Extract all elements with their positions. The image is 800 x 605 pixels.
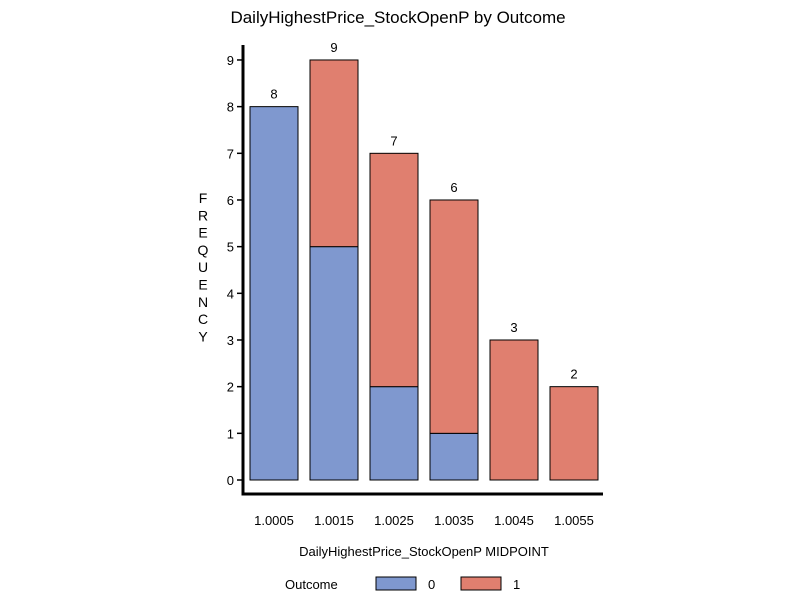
bar-segment-outcome-1 xyxy=(489,339,539,481)
y-axis-label-letter: N xyxy=(198,294,208,310)
axes xyxy=(241,45,603,496)
legend-label-outcome-1: 1 xyxy=(513,577,520,592)
legend-swatch-outcome-1 xyxy=(460,576,502,591)
y-tick-label: 1 xyxy=(227,426,234,441)
bars-group xyxy=(249,59,599,481)
y-tick-label: 7 xyxy=(227,146,234,161)
y-axis-label-letter: R xyxy=(198,207,208,223)
bar-total-label: 6 xyxy=(450,180,457,195)
y-tick-label: 9 xyxy=(227,53,234,68)
bar-segment-outcome-1 xyxy=(549,386,599,481)
x-tick-label: 1.0045 xyxy=(494,513,534,528)
x-tick-label: 1.0055 xyxy=(554,513,594,528)
y-axis-label-letter: Y xyxy=(198,328,208,344)
bar-total-label: 9 xyxy=(330,40,337,55)
y-axis-label-letter: E xyxy=(198,277,207,293)
bar-segment-outcome-0 xyxy=(249,106,299,481)
bar-total-label: 7 xyxy=(390,133,397,148)
bar-segment-outcome-0 xyxy=(369,386,419,481)
y-ticks-group: 0 1 2 3 4 5 6 7 8 9 xyxy=(227,53,243,488)
x-tick-label: 1.0015 xyxy=(314,513,354,528)
y-axis-label-letter: Q xyxy=(198,242,209,258)
y-tick-label: 8 xyxy=(227,100,234,115)
x-axis-label: DailyHighestPrice_StockOpenP MIDPOINT xyxy=(299,544,549,559)
y-tick-label: 6 xyxy=(227,193,234,208)
chart-title: DailyHighestPrice_StockOpenP by Outcome xyxy=(230,8,565,27)
y-axis-label-letter: U xyxy=(198,259,208,275)
legend-label-outcome-0: 0 xyxy=(428,577,435,592)
y-tick-label: 5 xyxy=(227,240,234,255)
y-tick-label: 0 xyxy=(227,473,234,488)
bar-segment-outcome-1 xyxy=(369,152,419,388)
bar-total-label: 2 xyxy=(570,367,577,382)
y-tick-label: 4 xyxy=(227,286,234,301)
bar-total-label: 8 xyxy=(270,87,277,102)
bar-segment-outcome-1 xyxy=(429,199,479,434)
y-axis-label-letter: E xyxy=(198,225,207,241)
bar-segment-outcome-1 xyxy=(309,59,359,248)
y-axis-label-letter: F xyxy=(199,190,208,206)
bar-segment-outcome-0 xyxy=(309,246,359,481)
y-tick-label: 3 xyxy=(227,333,234,348)
x-tick-label: 1.0025 xyxy=(374,513,414,528)
data-labels-group: 8 9 7 6 3 2 xyxy=(270,40,577,382)
y-axis-label-letter: C xyxy=(198,311,208,327)
x-tick-label: 1.0035 xyxy=(434,513,474,528)
bar-total-label: 3 xyxy=(510,320,517,335)
legend-title: Outcome xyxy=(285,577,338,592)
legend: Outcome 0 1 xyxy=(285,576,520,592)
bar-segment-outcome-0 xyxy=(429,432,479,481)
legend-swatch-outcome-0 xyxy=(375,576,417,591)
y-tick-label: 2 xyxy=(227,380,234,395)
x-ticks-group: 1.0005 1.0015 1.0025 1.0035 1.0045 1.0055 xyxy=(254,513,594,528)
x-tick-label: 1.0005 xyxy=(254,513,294,528)
